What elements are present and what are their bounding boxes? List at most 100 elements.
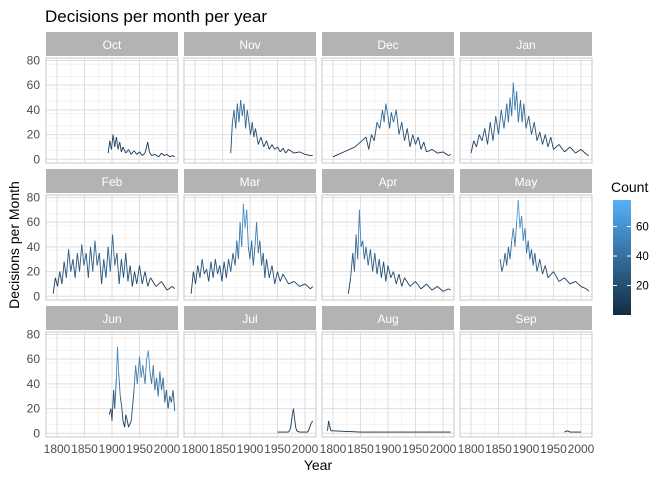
series-line-segment — [304, 153, 311, 157]
series-line-segment — [134, 271, 138, 285]
series-line-segment — [119, 396, 123, 409]
series-line-segment — [219, 265, 223, 282]
x-tick-label: 1800 — [182, 442, 209, 456]
facet-strip-label: May — [515, 175, 538, 189]
series-line-segment — [509, 240, 513, 260]
series-line-segment — [144, 141, 149, 154]
x-tick-label: 2000 — [568, 442, 595, 456]
series-line-segment — [390, 271, 394, 278]
facet-strip — [322, 306, 454, 330]
series-line-segment — [240, 99, 243, 117]
series-line-segment — [70, 259, 74, 272]
facet-panel-nov: Nov — [183, 32, 317, 164]
facet-panel-dec: Dec — [321, 32, 455, 164]
series-line-segment — [376, 122, 381, 129]
panel-border — [183, 194, 317, 301]
series-line-segment — [274, 271, 278, 285]
series-line-segment — [247, 246, 251, 260]
series-line-segment — [277, 146, 281, 153]
series-line-segment — [230, 253, 234, 272]
series-line-segment — [295, 426, 298, 431]
series-line-segment — [575, 281, 582, 287]
facet-strip — [460, 169, 592, 193]
series-line-segment — [119, 141, 122, 152]
facet-strip-label: Nov — [239, 38, 260, 52]
series-line-segment — [162, 377, 166, 403]
series-line-segment — [514, 222, 518, 247]
y-axis: 0 20 40 60 80 0 20 40 60 80 0 20 40 60 80 — [27, 53, 41, 440]
series-line-segment — [152, 365, 156, 391]
series-line-segment — [147, 350, 151, 372]
series-line-segment — [107, 140, 111, 154]
panel-border — [321, 194, 455, 301]
series-line-segment — [569, 146, 576, 154]
series-line-segment — [534, 253, 538, 272]
series-line-segment — [139, 151, 143, 156]
series-line-segment — [129, 265, 133, 287]
facet-grid: Oct Nov Dec Jan Feb Mar Apr May Jun Jul Aug Sep — [45, 32, 593, 438]
series-line-segment — [112, 134, 116, 148]
series-line-segment — [233, 109, 237, 129]
facet-panel-jan: Jan — [459, 32, 593, 164]
x-tick-label: 2000 — [430, 442, 457, 456]
series-line-segment — [192, 271, 196, 285]
series-line-segment — [107, 246, 111, 272]
series-line-segment — [354, 136, 367, 148]
series-line-segment — [379, 109, 383, 129]
facet-strip — [46, 32, 178, 56]
series-line-segment — [401, 122, 405, 141]
series-line-segment — [512, 228, 516, 247]
series-line-segment — [473, 140, 477, 148]
series-line-segment — [282, 273, 289, 285]
y-tick-label: 20 — [27, 128, 41, 142]
series-line-segment — [212, 259, 216, 278]
series-line-segment — [409, 281, 416, 287]
series-line-segment — [412, 134, 416, 145]
y-tick-label: 80 — [27, 327, 41, 341]
series-line-segment — [390, 112, 394, 123]
facet-strip-label: Jan — [516, 38, 535, 52]
series-line-segment — [495, 115, 499, 135]
series-line-segment — [524, 228, 527, 254]
series-line-segment — [332, 151, 345, 158]
x-axis-title: Year — [304, 457, 333, 473]
series-line-segment — [271, 144, 276, 150]
x-tick-label: 1900 — [99, 442, 126, 456]
x-axis: 1800 1850 1900 1950 2000 1800 1850 1900 1950 2000… — [44, 442, 595, 456]
series-line-segment — [85, 253, 89, 278]
series-line-segment — [586, 288, 590, 292]
series-line-segment — [248, 122, 251, 135]
series-line-segment — [423, 141, 427, 153]
series-line-segment — [147, 141, 150, 152]
series-line-segment — [128, 420, 132, 428]
y-tick-label: 80 — [27, 53, 41, 67]
legend-tick-label: 60 — [636, 222, 649, 234]
facet-strip — [184, 169, 316, 193]
series-line-segment — [532, 252, 536, 266]
facet-panel-apr: Apr — [321, 169, 455, 301]
series-line-segment — [558, 144, 565, 153]
x-tick-label: 1850 — [485, 442, 512, 456]
series-line-segment — [57, 271, 61, 287]
facet-panel-mar: Mar — [183, 169, 317, 301]
series-line-segment — [151, 153, 156, 157]
series-line-segment — [274, 146, 278, 150]
facet-strip-label: Jul — [242, 312, 257, 326]
series-line-segment — [252, 246, 256, 266]
facet-panel-jun: Jun — [45, 306, 179, 438]
series-line-segment — [404, 128, 408, 141]
series-line-segment — [536, 131, 541, 141]
series-line-segment — [98, 253, 102, 284]
series-line-segment — [133, 365, 137, 391]
panel-border — [45, 331, 179, 438]
y-tick-label: 0 — [33, 289, 40, 303]
panel-border — [321, 331, 455, 438]
series-line-segment — [415, 136, 419, 145]
series-line-segment — [154, 377, 157, 391]
series-line-segment — [358, 209, 362, 247]
y-tick-label: 60 — [27, 352, 41, 366]
series-line-segment — [329, 425, 332, 431]
facet-strip-label: Sep — [515, 312, 537, 326]
series-line-segment — [365, 136, 370, 150]
series-line-segment — [332, 430, 361, 433]
